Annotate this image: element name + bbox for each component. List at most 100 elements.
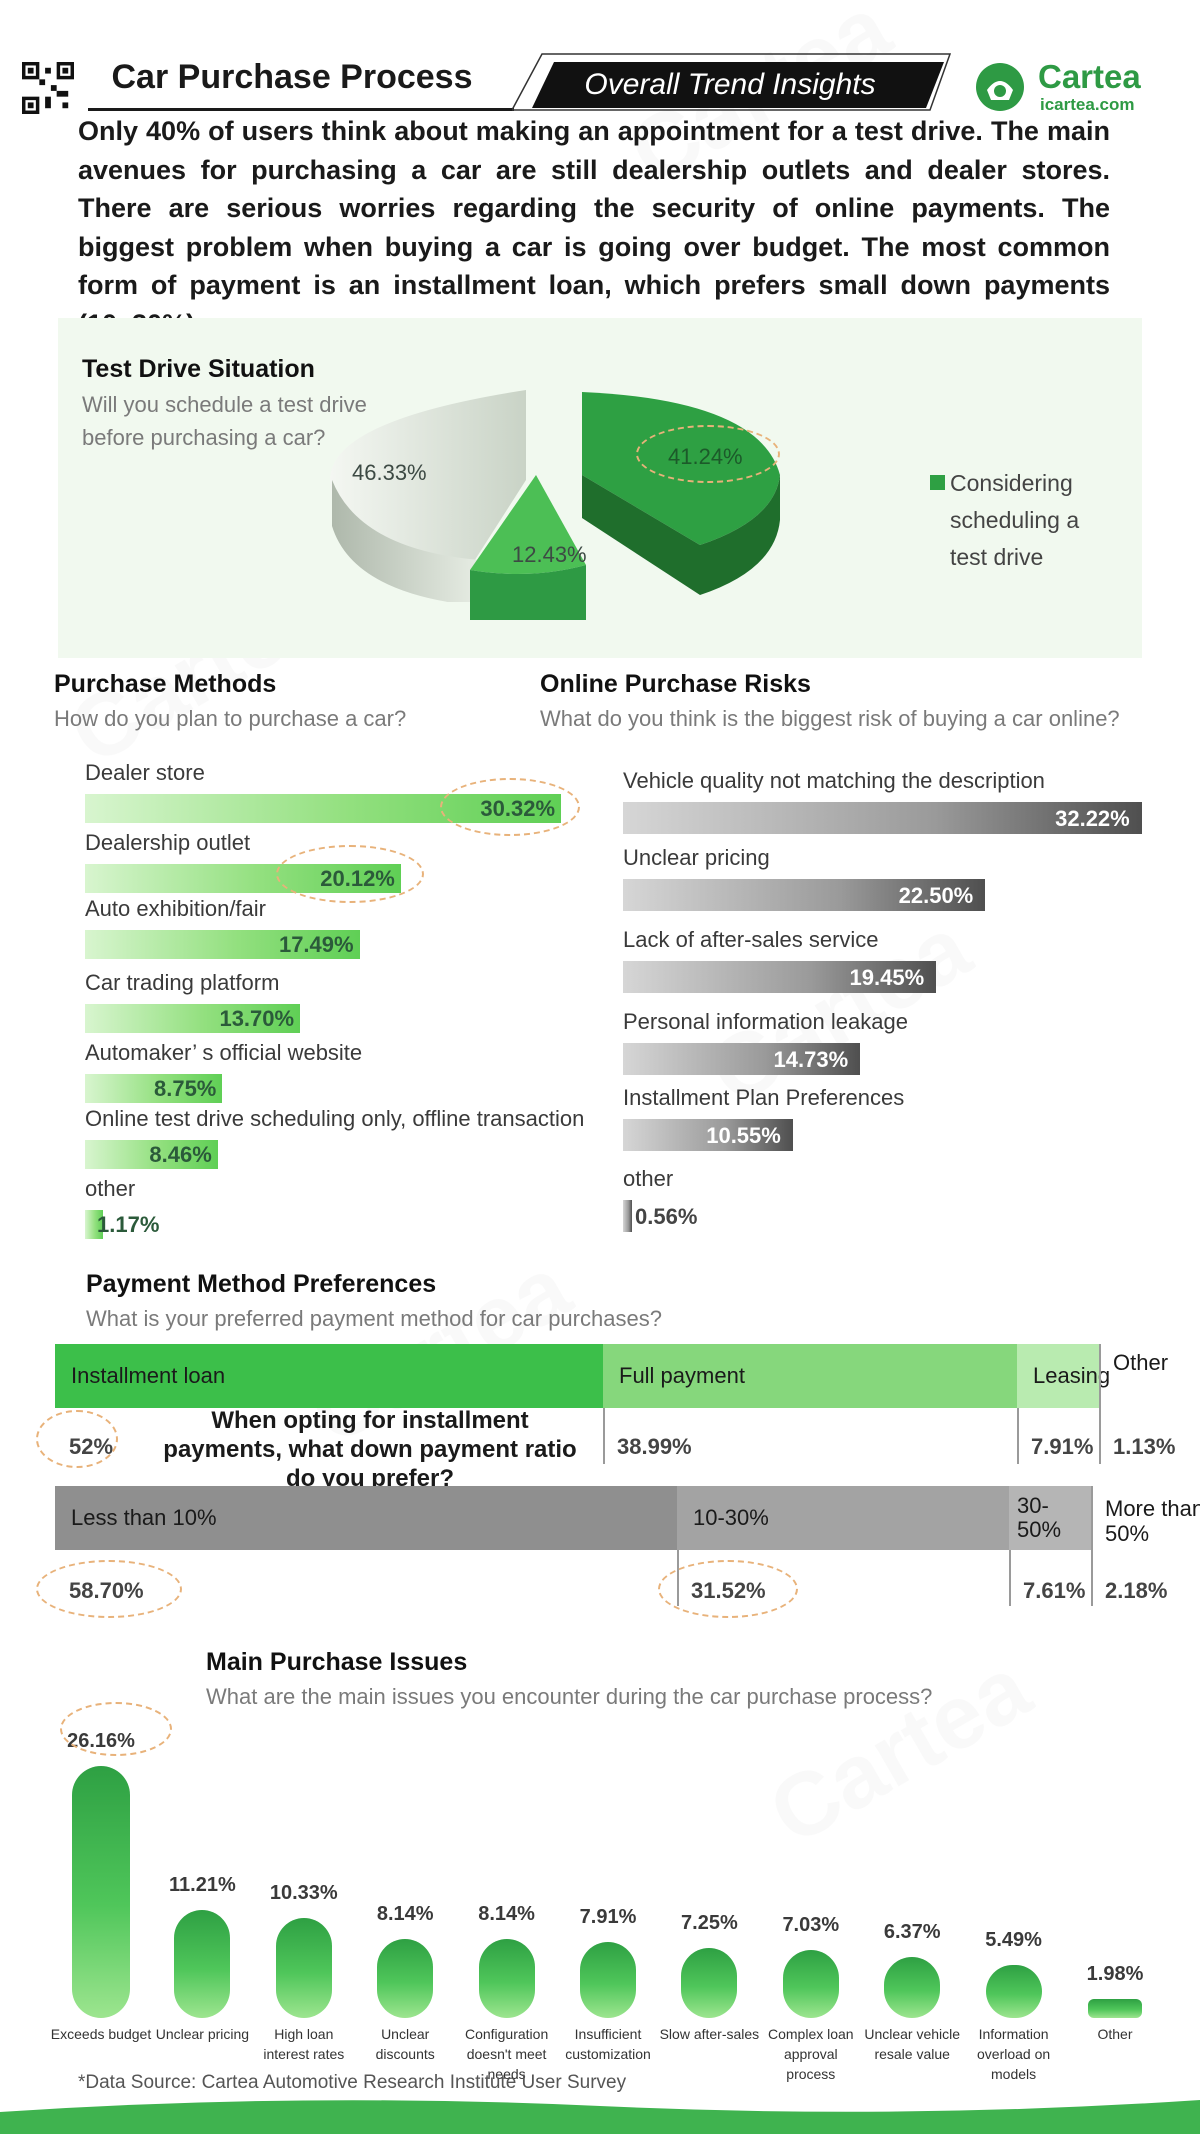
issue-value-4: 8.14% xyxy=(478,1903,535,1926)
issue-label-2: High loan interest rates xyxy=(263,2026,345,2062)
bar-label-5: Online test drive scheduling only, offli… xyxy=(85,1106,585,1131)
bar-value-3: 13.70% xyxy=(219,1006,295,1031)
logo-name: Cartea xyxy=(1038,58,1141,95)
down-cell-0: Less than 10% xyxy=(55,1486,677,1550)
issue-bar-9 xyxy=(985,1965,1042,2018)
issue-value-5: 7.91% xyxy=(579,1905,637,1928)
data-source-footer: *Data Source: Cartea Automotive Research… xyxy=(78,2072,627,2093)
issue-value-6: 7.25% xyxy=(681,1912,738,1935)
qr-code-icon xyxy=(22,62,74,114)
risk-label-5: other xyxy=(623,1166,674,1191)
pie-slice-12 xyxy=(470,475,586,574)
bar-label-4: Automaker’ s official website xyxy=(85,1040,363,1065)
issue-label-5: Insufficient customization xyxy=(565,2026,651,2062)
issue-label-8: Unclear vehicle resale value xyxy=(864,2026,961,2062)
issue-value-7: 7.03% xyxy=(782,1914,840,1937)
risk-label-3: Personal information leakage xyxy=(623,1009,908,1034)
logo-url: icartea.com xyxy=(1040,95,1135,114)
risk-value-0: 32.22% xyxy=(1055,806,1130,831)
pay-value-3: 1.13% xyxy=(1113,1434,1176,1459)
payment-title: Payment Method Preferences xyxy=(86,1270,437,1298)
risk-label-2: Lack of after-sales service xyxy=(623,927,879,952)
pay-cell-3: Other xyxy=(1113,1350,1169,1375)
pay-cell-0: Installment loan xyxy=(55,1344,603,1408)
issue-bar-6 xyxy=(681,1948,738,2018)
bar-label-1: Dealership outlet xyxy=(85,830,251,855)
bar-4 xyxy=(85,1074,223,1103)
pay-divider-2 xyxy=(1099,1344,1101,1464)
risk-value-5: 0.56% xyxy=(635,1204,698,1229)
highlight-circle xyxy=(276,845,424,903)
footer-wave xyxy=(0,2100,1200,2134)
pie-slice-12-side xyxy=(470,565,586,620)
risk-bar-4 xyxy=(623,1119,793,1151)
issue-value-3: 8.14% xyxy=(376,1903,434,1926)
issue-value-1: 11.21% xyxy=(169,1873,236,1896)
highlight-circle xyxy=(36,1560,182,1618)
issue-label-7: Complex loan approval process xyxy=(767,2026,854,2082)
risk-bar-2 xyxy=(623,961,937,993)
legend-swatch xyxy=(930,475,945,490)
issue-value-9: 5.49% xyxy=(985,1929,1042,1952)
online-risks-title: Online Purchase Risks xyxy=(540,670,811,698)
issue-bar-4 xyxy=(478,1939,535,2018)
pay-value-1: 38.99% xyxy=(617,1434,692,1459)
pie-label-46: 46.33% xyxy=(352,460,427,485)
issue-bar-2 xyxy=(275,1918,332,2018)
highlight-circle xyxy=(60,1702,172,1756)
issue-label-10: Other xyxy=(1097,2026,1133,2042)
risk-bar-1 xyxy=(623,879,986,911)
bar-6 xyxy=(85,1210,104,1239)
issue-bar-3 xyxy=(377,1939,434,2018)
bar-2 xyxy=(85,930,360,959)
risk-label-0: Vehicle quality not matching the descrip… xyxy=(623,768,1045,793)
down-cell-3: More than 50% xyxy=(1105,1496,1200,1546)
issue-bar-8 xyxy=(884,1956,941,2018)
intro-paragraph: Only 40% of users think about making an … xyxy=(78,116,1110,339)
payment-question: What is your preferred payment method fo… xyxy=(86,1306,662,1331)
issue-label-4: Configuration doesn't meet needs xyxy=(464,2026,549,2082)
issue-value-8: 6.37% xyxy=(883,1920,941,1943)
highlight-circle xyxy=(440,778,580,836)
issue-bar-1 xyxy=(174,1909,231,2018)
subtitle-banner xyxy=(512,53,952,111)
down-cell-2: 30-50% xyxy=(1009,1486,1091,1550)
pie-slice-41-side xyxy=(582,475,780,595)
issue-bar-7 xyxy=(782,1950,839,2018)
bar-label-2: Auto exhibition/fair xyxy=(85,896,266,921)
issue-value-2: 10.33% xyxy=(269,1882,338,1905)
page-title: Car Purchase Process xyxy=(111,58,473,96)
online-risks-question: What do you think is the biggest risk of… xyxy=(540,706,1120,731)
cartea-logo-icon xyxy=(976,63,1024,111)
legend-label: Considering scheduling a test drive xyxy=(950,470,1080,570)
bar-label-0: Dealer store xyxy=(85,760,205,785)
bar-value-6: 1.17% xyxy=(97,1212,160,1237)
risk-bar-0 xyxy=(623,802,1142,834)
pie-slice-46-side xyxy=(332,480,480,602)
down-cell-1: 10-30% xyxy=(677,1486,1009,1550)
down-divider-2 xyxy=(1091,1486,1093,1606)
issue-label-0: Exceeds budget xyxy=(50,2026,152,2042)
bar-5 xyxy=(85,1140,218,1169)
issues-title: Main Purchase Issues xyxy=(206,1648,468,1676)
risk-bar-3 xyxy=(623,1043,861,1075)
down-value-2: 7.61% xyxy=(1023,1578,1086,1603)
purchase-methods-title: Purchase Methods xyxy=(54,670,277,698)
page-subtitle: Overall Trend Insights xyxy=(584,68,876,101)
issue-label-1: Unclear pricing xyxy=(155,2026,250,2042)
highlight-circle xyxy=(36,1410,118,1468)
title-divider xyxy=(88,108,514,111)
test-drive-pie-chart xyxy=(330,390,780,620)
pie-slice-46 xyxy=(330,390,526,480)
highlight-circle xyxy=(658,1560,798,1618)
bar-3 xyxy=(85,1004,301,1033)
issue-value-10: 1.98% xyxy=(1086,1962,1144,1985)
pay-cell-2: Leasing xyxy=(1017,1344,1110,1408)
purchase-methods-question: How do you plan to purchase a car? xyxy=(54,706,407,731)
bar-value-2: 17.49% xyxy=(278,932,354,957)
bar-label-3: Car trading platform xyxy=(85,970,280,995)
pie-label-12: 12.43% xyxy=(512,542,587,567)
risk-value-2: 19.45% xyxy=(849,965,925,990)
issue-bar-10 xyxy=(1088,1998,1142,2018)
test-drive-title: Test Drive Situation xyxy=(82,355,315,383)
